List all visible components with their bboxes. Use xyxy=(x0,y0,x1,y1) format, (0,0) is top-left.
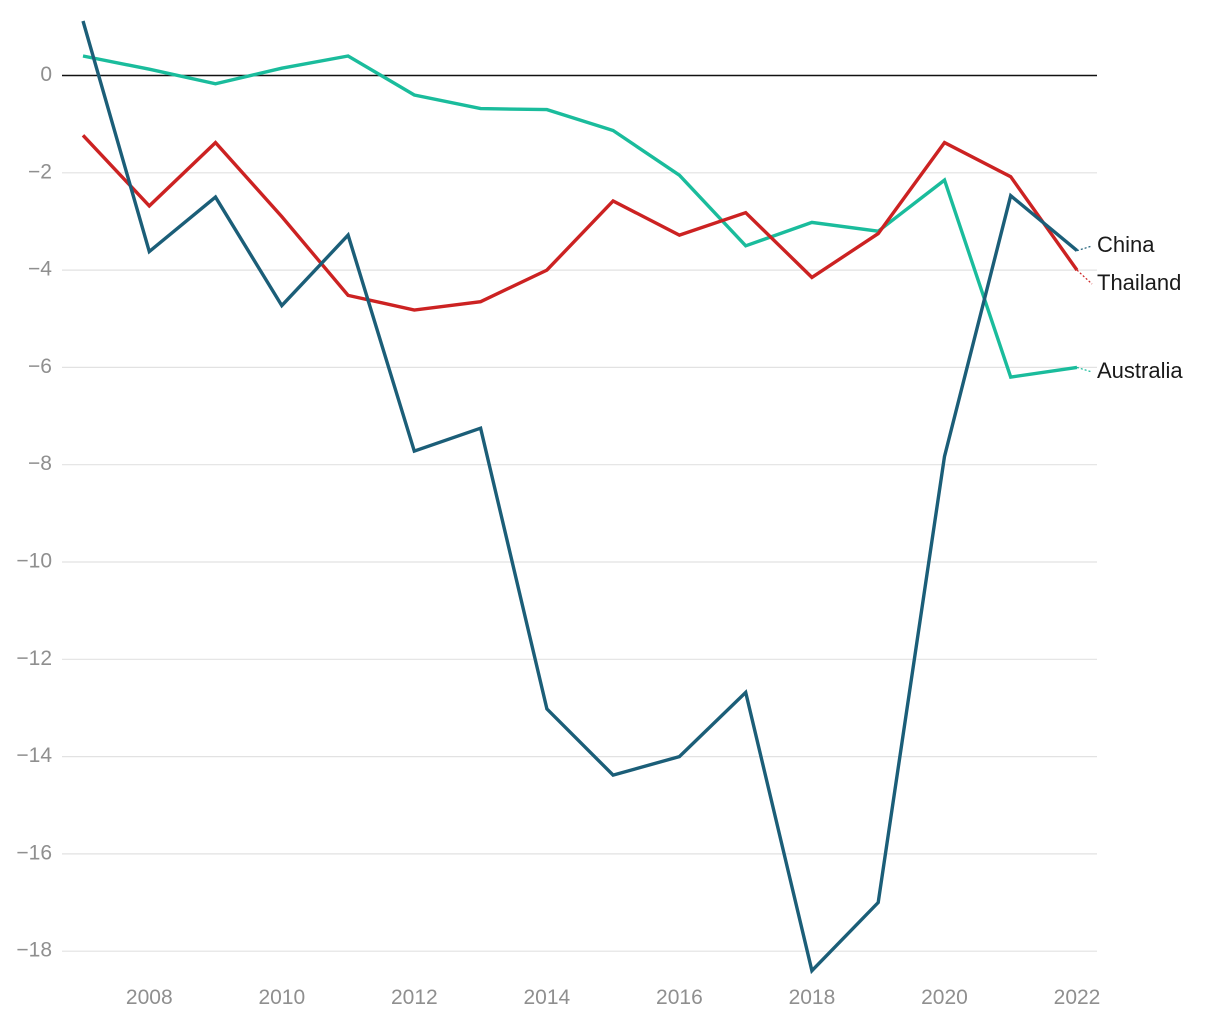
series-labels: Australia Thailand China xyxy=(1076,232,1183,383)
y-tick-label: −14 xyxy=(16,744,52,767)
series-lines xyxy=(81,20,1079,975)
x-tick-label: 2016 xyxy=(656,986,703,1009)
label-leader-thailand xyxy=(1076,269,1093,285)
y-tick-label: −18 xyxy=(16,939,52,962)
x-tick-label: 2020 xyxy=(921,986,968,1009)
gridlines xyxy=(62,74,1097,952)
label-leader-australia xyxy=(1076,366,1093,373)
x-tick-label: 2018 xyxy=(789,986,836,1009)
y-tick-label: −10 xyxy=(16,550,52,573)
x-tick-label: 2014 xyxy=(524,986,571,1009)
series-label-thailand: Thailand xyxy=(1097,270,1181,295)
y-tick-label: −12 xyxy=(16,647,52,670)
series-line-china xyxy=(81,20,1079,975)
y-tick-label: −16 xyxy=(16,841,52,864)
y-tick-label: −8 xyxy=(28,452,52,475)
y-tick-label: −4 xyxy=(28,258,52,281)
series-label-australia: Australia xyxy=(1097,358,1183,383)
y-tick-label: −6 xyxy=(28,355,52,378)
x-tick-label: 2010 xyxy=(258,986,305,1009)
y-tick-label: 0 xyxy=(40,63,52,86)
label-leader-china xyxy=(1076,245,1093,252)
x-tick-label: 2012 xyxy=(391,986,438,1009)
x-tick-label: 2008 xyxy=(126,986,173,1009)
series-label-china: China xyxy=(1097,232,1155,257)
series-line-australia xyxy=(82,54,1078,379)
x-axis-tick-labels: 2008 2010 2012 2014 2016 2018 2020 2022 xyxy=(126,986,1100,1009)
x-tick-label: 2022 xyxy=(1054,986,1101,1009)
y-tick-label: −2 xyxy=(28,160,52,183)
y-axis-tick-labels: 0 −2 −4 −6 −8 −10 −12 −14 −16 −18 xyxy=(16,63,52,962)
series-line-thailand xyxy=(81,134,1079,312)
